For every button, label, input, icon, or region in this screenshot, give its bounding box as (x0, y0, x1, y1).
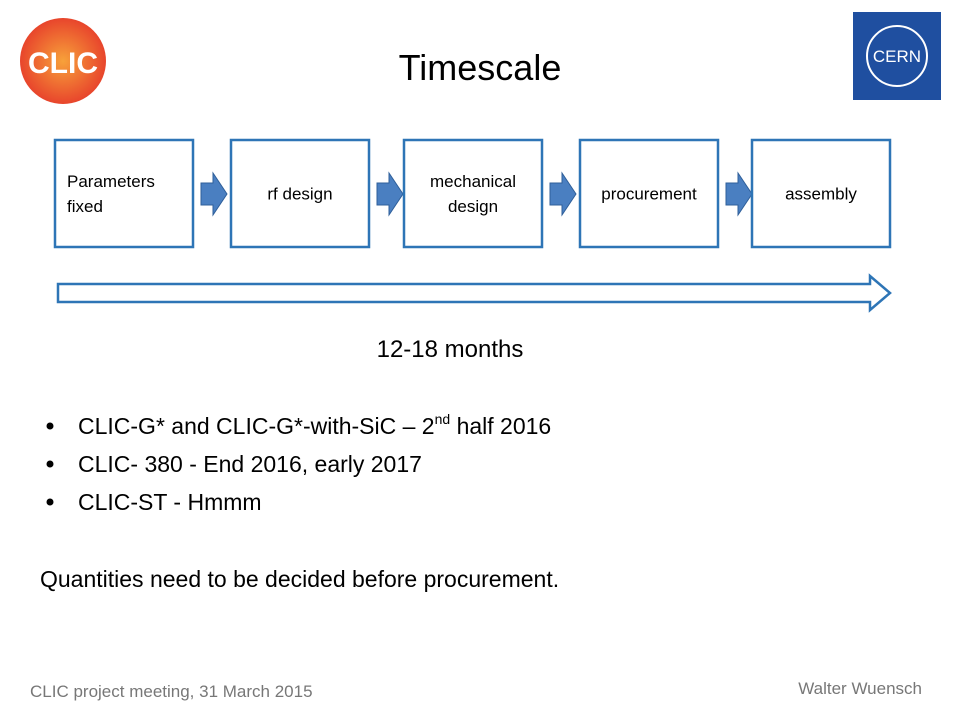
flow-arrow (200, 171, 228, 217)
process-label: procurement (601, 185, 697, 204)
flow-arrow (549, 171, 577, 217)
bullet-text: CLIC-G* and CLIC-G*-with-SiC – 2 (78, 413, 435, 439)
slide-title: Timescale (399, 47, 562, 88)
process-box (750, 138, 892, 249)
bullet-text: CLIC- 380 - End 2016, early 2017 (78, 451, 422, 477)
footer-right: Walter Wuensch (798, 679, 922, 698)
bullet-text: CLIC- 380 - End 2016, early 2017 (78, 451, 422, 477)
process-box (578, 138, 720, 249)
process-label: assembly (785, 185, 857, 204)
footer-left: CLIC project meeting, 31 March 2015 (30, 682, 313, 701)
process-box (229, 138, 371, 249)
process-box (53, 138, 195, 249)
process-flow: Parameters fixed rf design mechanical design… (53, 138, 892, 249)
process-label: mechanical (430, 172, 516, 191)
cern-logo-text: CERN (873, 47, 921, 66)
duration: 12-18 months (377, 336, 524, 363)
flow-arrow (725, 171, 753, 217)
note: Quantities need to be decided before pro… (40, 566, 559, 592)
process-label: design (448, 197, 498, 216)
process-label: fixed (67, 197, 103, 216)
bullet-rest: half 2016 (450, 413, 551, 439)
bullet-list: CLIC-G* and CLIC-G*-with-SiC – 2nd half … (46, 411, 551, 515)
bullet-dot (46, 498, 54, 506)
clic-logo: CLIC (20, 18, 106, 104)
bullet-dot (46, 460, 54, 468)
bullet-sup: nd (435, 411, 451, 427)
cern-logo: CERN (853, 12, 941, 100)
bullet-dot (46, 422, 54, 430)
timeline-arrow (56, 273, 892, 313)
flow-arrow (376, 171, 404, 217)
process-box (402, 138, 544, 249)
bullet-text: CLIC-ST - Hmmm (78, 489, 262, 515)
process-label: rf design (267, 185, 332, 204)
bullet-text: CLIC-G* and CLIC-G*-with-SiC – 2nd half … (78, 411, 551, 439)
clic-logo-text: CLIC (28, 47, 98, 80)
process-label: Parameters (67, 172, 155, 191)
bullet-text: CLIC-ST - Hmmm (78, 489, 262, 515)
